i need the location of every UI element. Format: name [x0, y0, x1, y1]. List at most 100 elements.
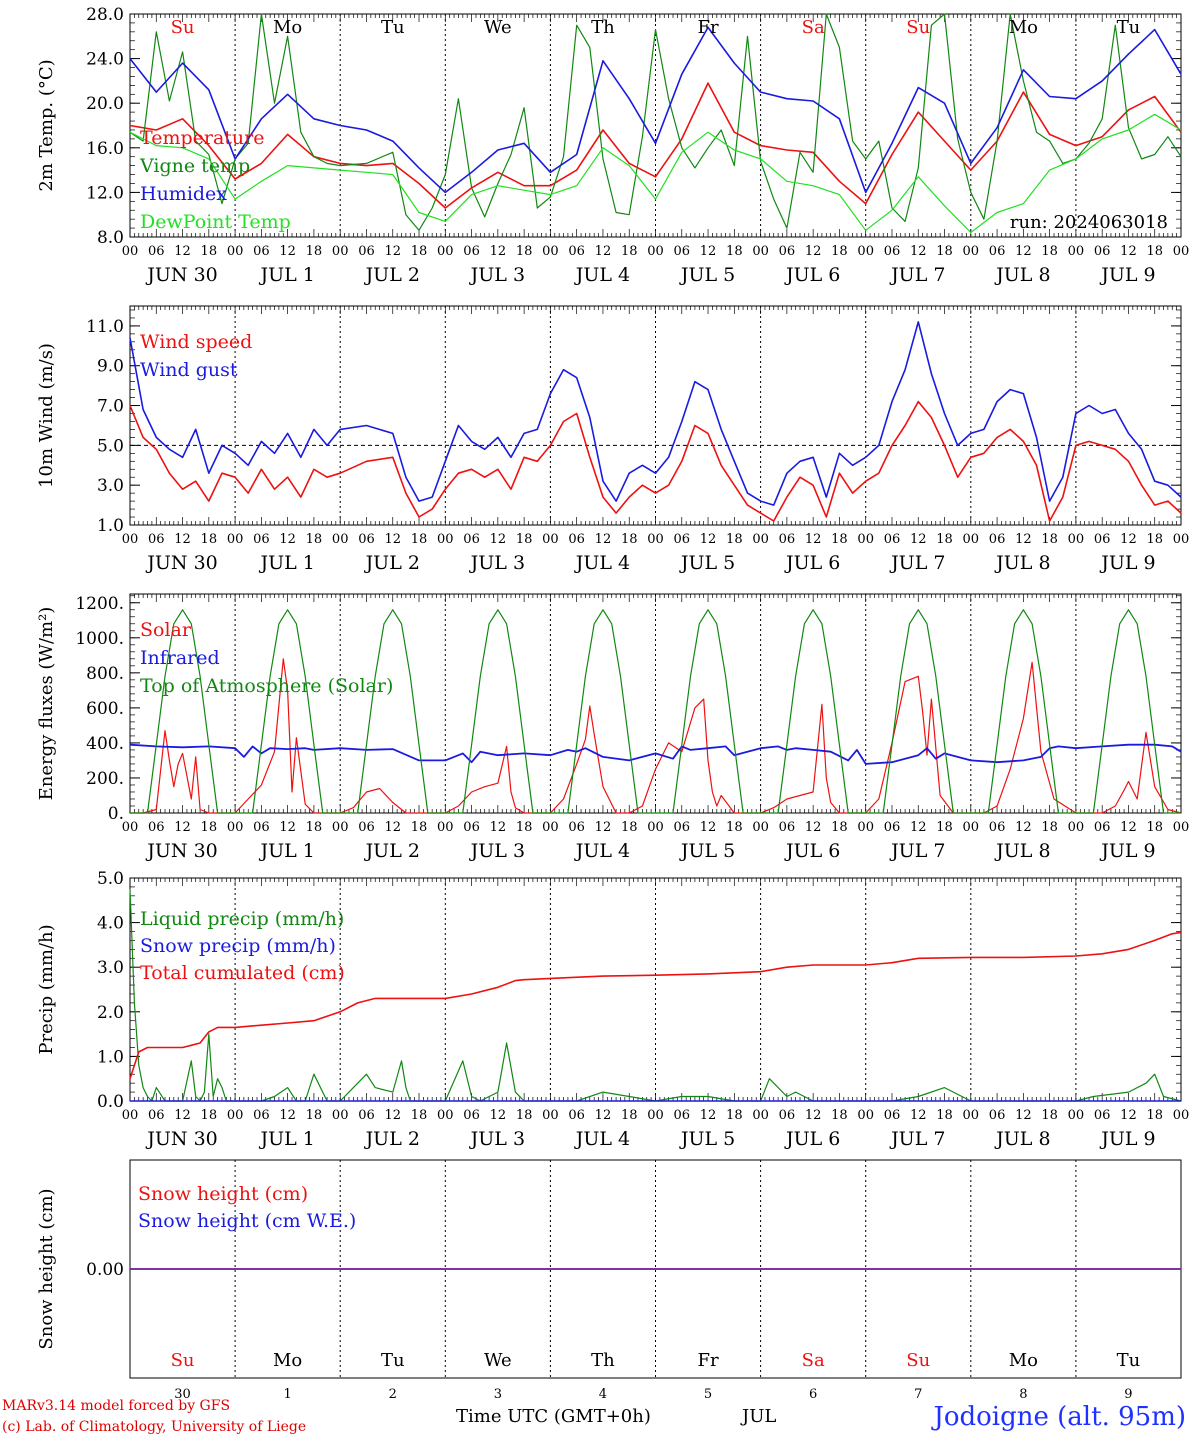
- site-title: Jodoigne (alt. 95m): [933, 1402, 1186, 1432]
- hour-tick-label: 18: [621, 532, 638, 547]
- hour-tick-label: 12: [700, 532, 717, 547]
- legend-entry: Solar: [140, 619, 192, 641]
- hour-tick-label: 18: [936, 1108, 953, 1123]
- hour-tick-label: 18: [831, 820, 848, 835]
- date-label: JUL 8: [994, 1128, 1050, 1150]
- y-tick-label: 1200.: [75, 594, 124, 614]
- hour-tick-label: 12: [805, 820, 822, 835]
- hour-tick-label: 12: [1120, 1108, 1137, 1123]
- hour-tick-label: 12: [174, 244, 191, 259]
- hour-tick-label: 18: [306, 532, 323, 547]
- hour-tick-label: 06: [779, 820, 796, 835]
- hour-tick-label: 00: [437, 532, 454, 547]
- hour-tick-label: 12: [174, 820, 191, 835]
- weekday-label: Tu: [1117, 1350, 1141, 1371]
- hour-tick-label: 06: [148, 820, 165, 835]
- date-label: JUL 6: [784, 1128, 840, 1150]
- y-tick-label: 200.: [86, 769, 124, 789]
- date-label: JUL 8: [994, 264, 1050, 286]
- hour-tick-label: 18: [411, 1108, 428, 1123]
- hour-tick-label: 06: [884, 820, 901, 835]
- day-number-label: 6: [809, 1387, 817, 1400]
- hour-tick-label: 00: [332, 1108, 349, 1123]
- hour-tick-label: 12: [384, 532, 401, 547]
- hour-tick-label: 00: [1173, 1108, 1190, 1123]
- day-number-label: 9: [1124, 1387, 1132, 1400]
- series-line-temperature: [129, 82, 1182, 209]
- hour-tick-label: 06: [463, 532, 480, 547]
- day-number-label: 8: [1019, 1387, 1027, 1400]
- hour-tick-label: 00: [963, 532, 980, 547]
- hour-tick-label: 18: [726, 1108, 743, 1123]
- hour-tick-label: 12: [595, 1108, 612, 1123]
- hour-tick-label: 00: [857, 244, 874, 259]
- hour-tick-label: 12: [910, 244, 927, 259]
- hour-tick-label: 00: [122, 532, 139, 547]
- hour-tick-label: 12: [490, 820, 507, 835]
- hour-tick-label: 12: [910, 1108, 927, 1123]
- hour-tick-label: 06: [884, 244, 901, 259]
- y-tick-label: 20.0: [86, 94, 124, 114]
- hour-tick-label: 00: [1173, 244, 1190, 259]
- hour-tick-label: 18: [726, 532, 743, 547]
- legend-entry: DewPoint Temp: [140, 211, 291, 233]
- hour-tick-label: 00: [963, 244, 980, 259]
- y-tick-label: 28.0: [86, 5, 124, 25]
- date-label: JUL 5: [679, 1128, 735, 1150]
- hour-tick-label: 12: [384, 244, 401, 259]
- weekday-label: Sa: [802, 17, 825, 38]
- y-tick-label: 5.0: [97, 436, 124, 456]
- hour-tick-label: 00: [437, 244, 454, 259]
- hour-tick-label: 06: [358, 532, 375, 547]
- legend-entry: Top of Atmosphere (Solar): [140, 675, 393, 697]
- hour-tick-label: 06: [989, 532, 1006, 547]
- date-label: JUL 4: [574, 552, 630, 574]
- day-number-label: 2: [389, 1387, 397, 1400]
- hour-tick-label: 12: [1015, 1108, 1032, 1123]
- hour-tick-label: 00: [963, 1108, 980, 1123]
- series-line-top-of-atmosphere-solar-: [130, 609, 1181, 814]
- y-axis-label: Snow height (cm): [36, 1188, 57, 1349]
- hour-tick-label: 18: [1041, 244, 1058, 259]
- date-label: JUL 8: [994, 840, 1050, 862]
- hour-tick-label: 12: [1120, 244, 1137, 259]
- legend-entry: Humidex: [140, 183, 227, 205]
- series-line-wind-speed: [129, 400, 1182, 522]
- hour-tick-label: 18: [411, 532, 428, 547]
- hour-tick-label: 12: [490, 244, 507, 259]
- date-label: JUL 5: [679, 264, 735, 286]
- date-label: JUL 3: [469, 840, 525, 862]
- hour-tick-label: 18: [201, 820, 218, 835]
- hour-tick-label: 00: [542, 1108, 559, 1123]
- hour-tick-label: 18: [831, 1108, 848, 1123]
- hour-tick-label: 00: [122, 820, 139, 835]
- y-tick-label: 400.: [86, 734, 124, 754]
- hour-tick-label: 06: [779, 532, 796, 547]
- y-tick-label: 4.0: [97, 914, 124, 934]
- hour-tick-label: 00: [227, 244, 244, 259]
- day-number-label: 5: [704, 1387, 712, 1400]
- hour-tick-label: 06: [884, 1108, 901, 1123]
- legend-entry: Infrared: [140, 647, 220, 669]
- date-label: JUL 1: [258, 840, 314, 862]
- y-axis-label: 2m Temp. (°C): [36, 59, 57, 191]
- hour-tick-label: 06: [674, 820, 691, 835]
- hour-tick-label: 06: [358, 820, 375, 835]
- y-tick-label: 2.0: [97, 1003, 124, 1023]
- weekday-label: Mo: [273, 17, 302, 38]
- hour-tick-label: 12: [700, 244, 717, 259]
- weekday-label: Su: [906, 1350, 930, 1371]
- month-label: JUL: [742, 1406, 777, 1427]
- series-line-solar: [130, 658, 1182, 814]
- hour-tick-label: 06: [1094, 820, 1111, 835]
- weekday-label: Sa: [802, 1350, 825, 1371]
- hour-tick-label: 06: [568, 820, 585, 835]
- hour-tick-label: 00: [1173, 820, 1190, 835]
- hour-tick-label: 18: [411, 244, 428, 259]
- weekday-label: Mo: [273, 1350, 302, 1371]
- hour-tick-label: 12: [279, 532, 296, 547]
- hour-tick-label: 18: [306, 244, 323, 259]
- y-tick-label: 11.0: [86, 317, 124, 337]
- hour-tick-label: 00: [857, 1108, 874, 1123]
- date-label: JUL 4: [574, 1128, 630, 1150]
